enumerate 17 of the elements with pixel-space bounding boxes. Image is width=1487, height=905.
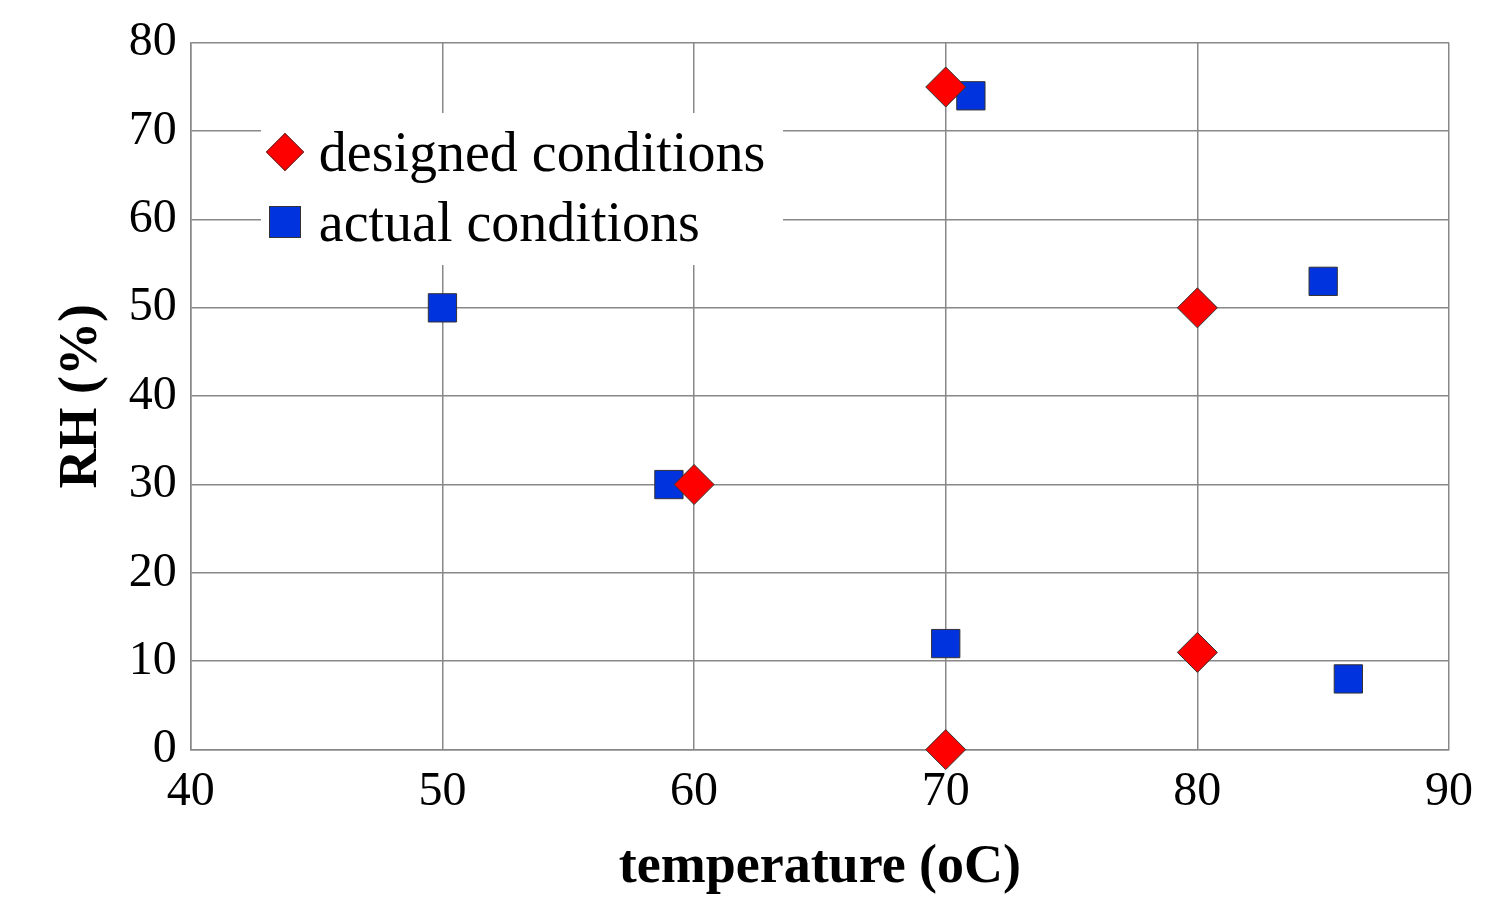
y-axis-title: RH (%): [48, 303, 109, 489]
x-tick-label: 70: [921, 762, 970, 816]
x-tick-label: 90: [1425, 762, 1473, 816]
x-tick-label: 60: [670, 762, 719, 816]
x-tick-label: 50: [418, 762, 467, 816]
y-tick-label: 50: [128, 277, 177, 331]
legend-label: actual conditions: [318, 189, 700, 255]
y-tick-label: 10: [128, 630, 177, 684]
y-tick-label: 20: [128, 542, 177, 596]
legend-label: designed conditions: [318, 119, 766, 185]
y-tick-label: 70: [128, 100, 177, 154]
x-axis-title: temperature (oC): [618, 833, 1022, 894]
y-tick-label: 30: [128, 454, 177, 508]
y-tick-label: 40: [128, 365, 177, 419]
y-tick-label: 60: [128, 189, 177, 243]
y-tick-label: 80: [128, 12, 177, 66]
x-tick-label: 80: [1173, 762, 1222, 816]
